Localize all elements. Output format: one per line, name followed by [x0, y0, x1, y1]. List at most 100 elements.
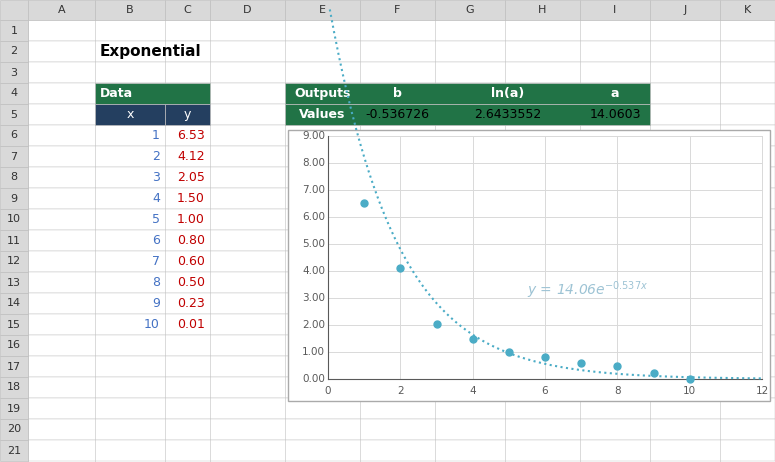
- Bar: [95, 104, 165, 125]
- Text: a: a: [611, 87, 619, 100]
- Text: 10: 10: [7, 214, 21, 225]
- Text: 6: 6: [11, 130, 18, 140]
- Text: 13: 13: [7, 278, 21, 287]
- Text: 0.60: 0.60: [177, 255, 205, 268]
- Text: 2.6433552: 2.6433552: [474, 108, 541, 121]
- Text: J: J: [684, 5, 687, 15]
- Text: F: F: [394, 5, 401, 15]
- Bar: [0, 20, 28, 41]
- Text: 6: 6: [152, 234, 160, 247]
- Bar: [0, 356, 28, 377]
- Bar: [0, 62, 28, 83]
- Bar: [580, 0, 650, 20]
- Text: 7: 7: [10, 152, 18, 162]
- Bar: [0, 125, 28, 146]
- Text: 15: 15: [7, 320, 21, 329]
- Bar: [28, 188, 775, 209]
- Bar: [0, 293, 28, 314]
- Text: 7: 7: [152, 255, 160, 268]
- Bar: [28, 314, 775, 335]
- Bar: [0, 335, 28, 356]
- Text: 21: 21: [7, 445, 21, 456]
- Text: 3: 3: [152, 171, 160, 184]
- Text: D: D: [243, 5, 252, 15]
- Text: 9.00: 9.00: [302, 131, 325, 141]
- Text: A: A: [57, 5, 65, 15]
- Text: E: E: [319, 5, 326, 15]
- Text: 2: 2: [10, 47, 18, 56]
- Text: H: H: [539, 5, 546, 15]
- Text: 9: 9: [152, 297, 160, 310]
- Text: 9: 9: [10, 194, 18, 203]
- Text: 8: 8: [10, 172, 18, 182]
- Text: 5.00: 5.00: [302, 239, 325, 249]
- Text: 16: 16: [7, 340, 21, 351]
- Bar: [28, 83, 775, 104]
- Text: 14: 14: [7, 298, 21, 309]
- Bar: [210, 0, 285, 20]
- Bar: [28, 272, 775, 293]
- Bar: [0, 314, 28, 335]
- Bar: [0, 230, 28, 251]
- Bar: [0, 41, 28, 62]
- Bar: [435, 0, 505, 20]
- Text: Values: Values: [299, 108, 346, 121]
- Text: 1: 1: [11, 25, 18, 36]
- Text: 2.05: 2.05: [177, 171, 205, 184]
- Text: 1.50: 1.50: [177, 192, 205, 205]
- Text: 4: 4: [10, 89, 18, 98]
- Text: 0.01: 0.01: [177, 318, 205, 331]
- Text: 18: 18: [7, 383, 21, 393]
- Bar: [28, 377, 775, 398]
- Bar: [0, 419, 28, 440]
- Bar: [285, 104, 650, 125]
- Text: ln(a): ln(a): [491, 87, 524, 100]
- Bar: [28, 251, 775, 272]
- Text: G: G: [466, 5, 474, 15]
- Text: 6.53: 6.53: [177, 129, 205, 142]
- Text: 17: 17: [7, 361, 21, 371]
- Bar: [28, 167, 775, 188]
- Text: x: x: [126, 108, 133, 121]
- Bar: [0, 209, 28, 230]
- Text: y: y: [184, 108, 191, 121]
- Bar: [28, 0, 95, 20]
- Bar: [28, 146, 775, 167]
- Bar: [95, 0, 165, 20]
- Bar: [0, 104, 28, 125]
- Bar: [28, 440, 775, 461]
- Text: C: C: [184, 5, 191, 15]
- Text: 12: 12: [7, 256, 21, 267]
- Text: 2: 2: [152, 150, 160, 163]
- Bar: [28, 419, 775, 440]
- Bar: [285, 83, 650, 104]
- Bar: [28, 356, 775, 377]
- Bar: [28, 125, 775, 146]
- Text: 0.23: 0.23: [177, 297, 205, 310]
- Text: y = 14.06e$^{-0.537x}$: y = 14.06e$^{-0.537x}$: [527, 279, 648, 301]
- Text: 20: 20: [7, 425, 21, 434]
- Bar: [28, 20, 775, 41]
- Text: 6: 6: [542, 386, 549, 396]
- Text: B: B: [126, 5, 134, 15]
- Text: 5: 5: [11, 109, 18, 120]
- Text: b: b: [393, 87, 402, 100]
- Bar: [28, 398, 775, 419]
- Bar: [0, 188, 28, 209]
- Text: 8: 8: [152, 276, 160, 289]
- Text: K: K: [744, 5, 751, 15]
- Text: 10: 10: [144, 318, 160, 331]
- Text: 6.00: 6.00: [302, 212, 325, 222]
- Bar: [28, 41, 775, 62]
- Text: Data: Data: [100, 87, 133, 100]
- Text: 0.80: 0.80: [177, 234, 205, 247]
- Text: 1.00: 1.00: [177, 213, 205, 226]
- Bar: [28, 335, 775, 356]
- Text: 3: 3: [11, 67, 18, 78]
- Bar: [28, 209, 775, 230]
- Text: 19: 19: [7, 403, 21, 413]
- Bar: [165, 104, 210, 125]
- Bar: [650, 0, 720, 20]
- Text: 0.00: 0.00: [302, 374, 325, 384]
- Bar: [360, 0, 435, 20]
